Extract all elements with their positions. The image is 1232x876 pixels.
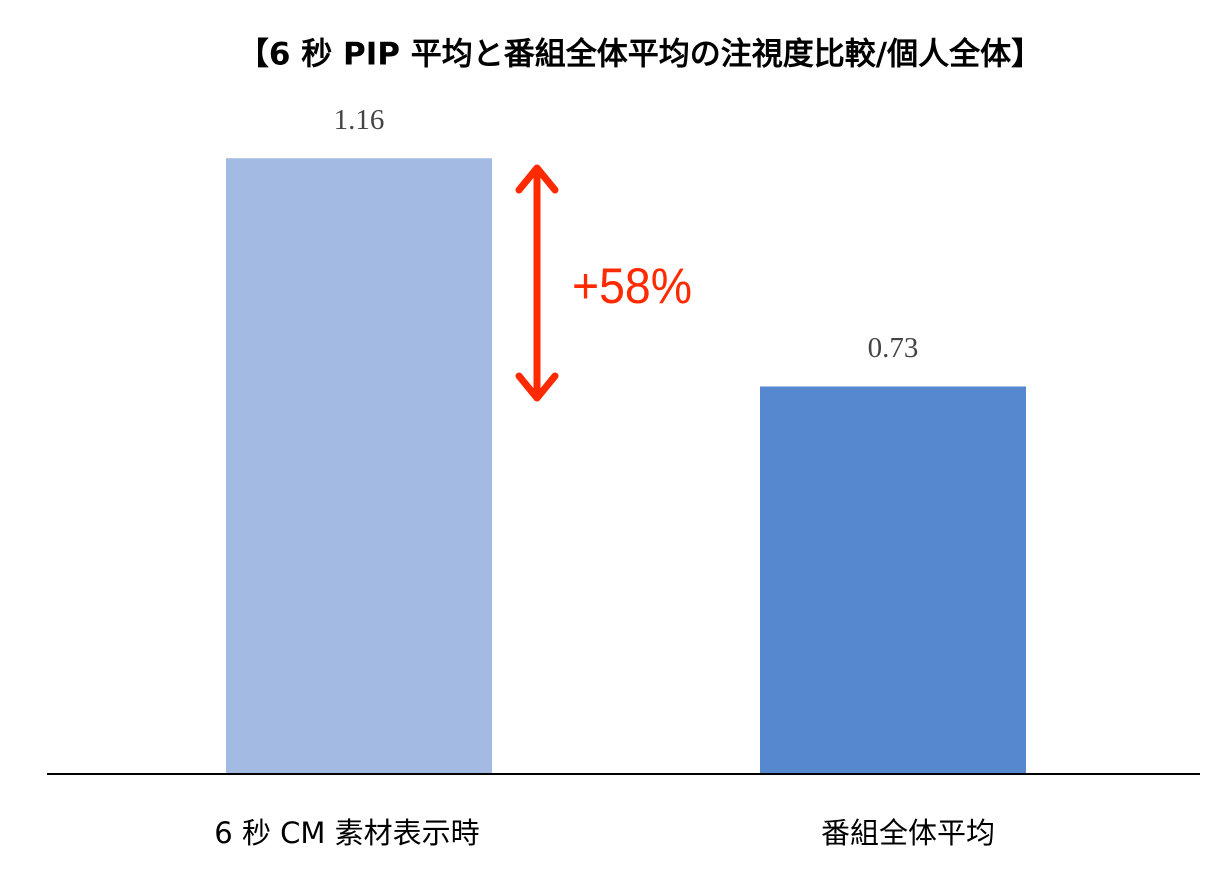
bar (226, 158, 492, 774)
value-label: 0.73 (868, 332, 919, 364)
arrow-head-down (515, 372, 559, 402)
arrow-head-up (515, 164, 559, 194)
value-label: 1.16 (334, 104, 385, 136)
annotation: +58% (572, 258, 692, 314)
chart-title: 【6 秒 PIP 平均と番組全体平均の注視度比較/個人全体】 (238, 37, 1042, 73)
x-tick-label: 番組全体平均 (821, 816, 995, 850)
difference-arrow (515, 164, 559, 402)
bar (760, 386, 1026, 774)
x-tick-label: 6 秒 CM 素材表示時 (214, 816, 479, 850)
